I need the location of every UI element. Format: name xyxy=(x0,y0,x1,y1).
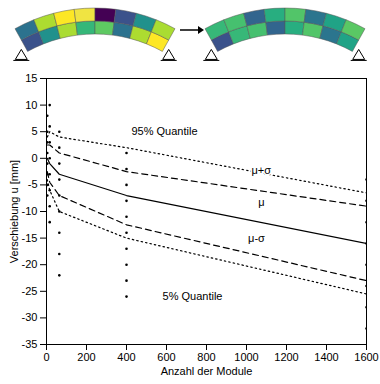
svg-text:15: 15 xyxy=(25,72,37,84)
svg-text:-15: -15 xyxy=(22,232,38,244)
svg-text:μ: μ xyxy=(258,196,264,208)
svg-text:-25: -25 xyxy=(22,285,38,297)
svg-text:-35: -35 xyxy=(22,338,38,350)
svg-text:μ-σ: μ-σ xyxy=(248,232,265,244)
svg-text:0: 0 xyxy=(43,351,49,363)
svg-text:-5: -5 xyxy=(28,178,38,190)
svg-text:600: 600 xyxy=(157,351,175,363)
svg-text:800: 800 xyxy=(197,351,215,363)
svg-text:-20: -20 xyxy=(22,258,38,270)
svg-text:1200: 1200 xyxy=(274,351,298,363)
svg-text:μ+σ: μ+σ xyxy=(252,164,272,176)
svg-text:-30: -30 xyxy=(22,311,38,323)
svg-text:5% Quantile: 5% Quantile xyxy=(163,290,223,302)
svg-text:-10: -10 xyxy=(22,205,38,217)
svg-text:400: 400 xyxy=(117,351,135,363)
svg-text:5: 5 xyxy=(31,125,37,137)
svg-text:Verschiebung u [mm]: Verschiebung u [mm] xyxy=(8,160,20,263)
svg-text:1000: 1000 xyxy=(234,351,258,363)
svg-text:1600: 1600 xyxy=(354,351,378,363)
svg-text:200: 200 xyxy=(77,351,95,363)
svg-text:95% Quantile: 95% Quantile xyxy=(131,125,197,137)
svg-text:10: 10 xyxy=(25,99,37,111)
svg-text:Anzahl der Module: Anzahl der Module xyxy=(161,365,253,377)
svg-text:0: 0 xyxy=(31,152,37,164)
svg-text:1400: 1400 xyxy=(314,351,338,363)
